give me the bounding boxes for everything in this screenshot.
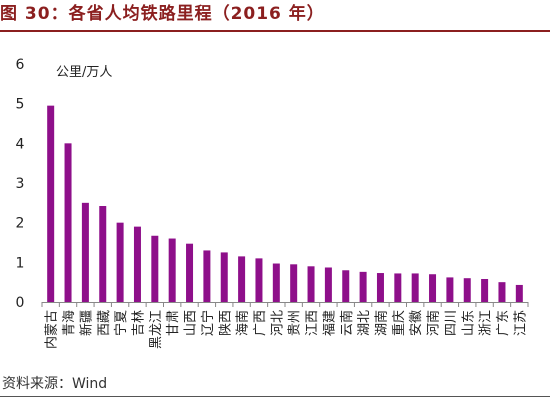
- x-tick-label: 广西: [253, 310, 268, 336]
- bar: [220, 252, 228, 302]
- x-tick-label: 甘肃: [166, 310, 181, 336]
- bar: [81, 202, 89, 302]
- y-tick-label: 1: [16, 255, 25, 271]
- bar: [376, 273, 384, 302]
- bar: [151, 235, 159, 302]
- x-tick-label: 贵州: [288, 310, 303, 336]
- bar: [307, 266, 315, 302]
- bar: [238, 256, 246, 302]
- x-tick-label: 青海: [62, 310, 77, 336]
- x-tick-label: 江西: [305, 310, 320, 336]
- bar: [394, 273, 402, 302]
- bar: [324, 267, 332, 302]
- x-tick-label: 陕西: [218, 310, 233, 336]
- x-tick-label: 山东: [461, 310, 476, 336]
- y-tick-label: 3: [16, 176, 25, 192]
- x-tick-label: 内蒙古: [44, 310, 60, 349]
- bar: [429, 274, 437, 302]
- x-tick-label: 辽宁: [200, 310, 216, 336]
- source-note: 资料来源：Wind: [2, 376, 108, 392]
- y-tick-label: 5: [16, 97, 25, 113]
- x-tick-label: 吉林: [131, 310, 146, 336]
- bar: [411, 273, 419, 302]
- bar: [515, 284, 523, 302]
- x-tick-label: 西藏: [97, 310, 112, 336]
- bar: [446, 277, 454, 302]
- x-tick-label: 重庆: [391, 310, 407, 336]
- bar: [359, 271, 367, 302]
- x-tick-label: 湖南: [373, 310, 389, 336]
- bar: [64, 143, 72, 302]
- x-tick-label: 山西: [184, 310, 199, 336]
- bar: [203, 250, 211, 302]
- x-tick-label: 海南: [235, 310, 251, 336]
- x-tick-label: 宁夏: [113, 310, 129, 336]
- title-rule: [0, 30, 550, 32]
- x-tick-label: 新疆: [78, 310, 94, 336]
- bar: [99, 206, 107, 302]
- y-tick-label: 6: [16, 57, 25, 73]
- bar: [498, 282, 506, 302]
- x-tick-label: 河南: [426, 310, 442, 336]
- bottom-rule: [0, 396, 550, 397]
- x-tick-label: 江苏: [512, 310, 528, 336]
- x-tick-label: 四川: [444, 310, 459, 336]
- bar: [133, 226, 141, 302]
- y-tick-label: 4: [16, 136, 25, 152]
- y-axis-unit-label: 公里/万人: [56, 65, 112, 80]
- x-tick-label: 浙江: [479, 310, 494, 336]
- x-tick-label: 湖北: [357, 310, 372, 336]
- figure-title: 图 30：各省人均铁路里程（2016 年）: [0, 4, 325, 24]
- bar: [290, 264, 298, 302]
- y-tick-label: 2: [16, 216, 25, 232]
- x-tick-label: 广东: [496, 310, 511, 336]
- x-tick-label: 云南: [339, 310, 355, 336]
- bar: [255, 258, 263, 302]
- x-tick-label: 安徽: [409, 310, 424, 336]
- x-tick-label: 黑龙江: [149, 310, 164, 349]
- bar: [481, 278, 489, 302]
- bar: [116, 222, 124, 302]
- y-tick-label: 0: [16, 295, 25, 311]
- bar: [186, 243, 194, 302]
- bar: [272, 263, 280, 302]
- bar: [463, 278, 471, 302]
- x-tick-label: 河北: [270, 310, 285, 336]
- bar: [168, 238, 176, 302]
- x-tick-label: 福建: [322, 310, 337, 336]
- bar: [342, 270, 350, 302]
- bar: [47, 105, 55, 303]
